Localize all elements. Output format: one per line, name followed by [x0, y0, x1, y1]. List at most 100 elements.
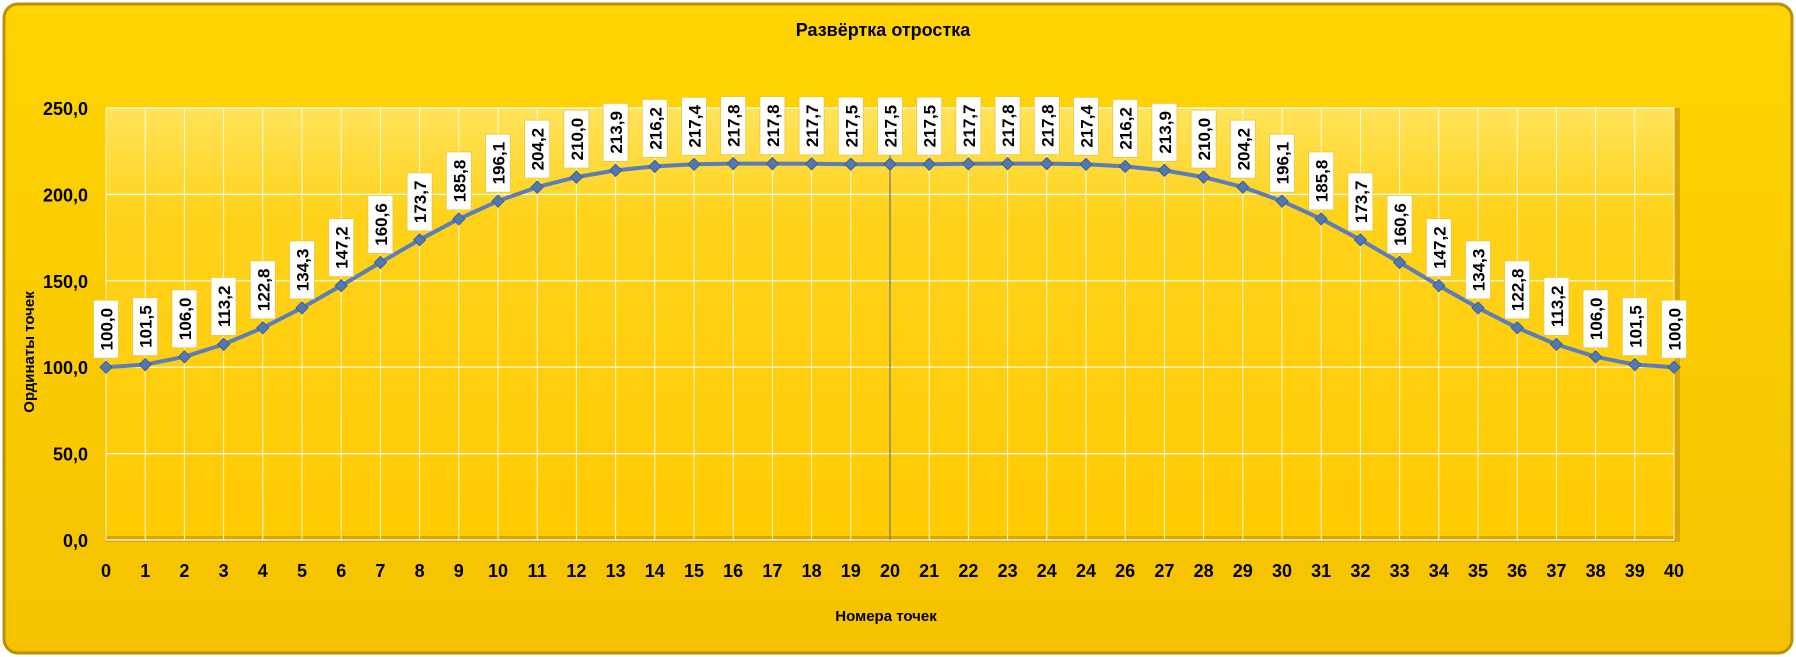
x-tick-label: 31: [1311, 561, 1331, 581]
data-label: 122,8: [1509, 269, 1528, 312]
x-tick-label: 10: [488, 561, 508, 581]
x-tick-label: 35: [1468, 561, 1488, 581]
data-label: 134,3: [1470, 249, 1489, 292]
data-label: 217,8: [1038, 104, 1057, 147]
data-label-box: [1033, 96, 1060, 156]
data-point-marker: [452, 212, 466, 226]
data-point-marker: [491, 194, 505, 208]
data-point-marker: [1353, 233, 1368, 247]
x-tick-label: 28: [1194, 561, 1214, 581]
x-tick-label: 11: [528, 561, 547, 581]
data-label-box: [1425, 218, 1452, 278]
y-tick-label: 150,0: [43, 272, 88, 292]
data-label-box: [1504, 260, 1531, 320]
data-label: 173,7: [411, 181, 430, 224]
x-tick-label: 17: [762, 561, 782, 581]
x-tick-label: 2: [179, 561, 189, 581]
data-point-marker: [1392, 255, 1407, 270]
data-point-marker: [530, 180, 544, 194]
data-label: 210,0: [1195, 118, 1214, 161]
x-tick-label: 30: [1272, 561, 1292, 581]
data-label: 196,1: [490, 142, 509, 185]
data-point-marker: [1079, 157, 1093, 172]
data-label-box: [210, 276, 237, 336]
x-tick-label: 23: [998, 561, 1018, 581]
data-label-box: [563, 109, 590, 169]
y-tick-label: 250,0: [43, 99, 88, 119]
data-label: 106,0: [176, 298, 195, 341]
data-point-marker: [1549, 337, 1564, 352]
x-axis-title: Номера точек: [835, 608, 937, 625]
data-label-box: [445, 151, 472, 211]
data-label-box: [132, 297, 159, 357]
data-point-marker: [569, 170, 584, 184]
x-tick-label: 21: [919, 561, 939, 581]
data-point-marker: [804, 157, 819, 171]
x-tick-label: 13: [606, 561, 626, 581]
x-tick-label: 0: [101, 561, 111, 581]
data-point-marker: [844, 157, 858, 171]
data-label: 100,0: [98, 308, 117, 351]
data-label-box: [877, 96, 903, 156]
data-point-marker: [1275, 194, 1289, 208]
data-label-box: [1582, 289, 1609, 349]
data-point-marker: [1118, 159, 1132, 174]
x-tick-label: 19: [841, 561, 861, 581]
data-label-box: [837, 96, 864, 156]
data-label-box: [328, 218, 355, 278]
data-label: 217,7: [803, 105, 822, 148]
data-label: 216,2: [1117, 107, 1136, 150]
data-point-marker: [216, 337, 231, 352]
data-point-marker: [1471, 301, 1485, 315]
data-label-box: [1073, 96, 1099, 156]
data-point-marker: [1040, 156, 1054, 171]
x-tick-label: 32: [1350, 561, 1370, 581]
data-point-marker: [922, 157, 936, 171]
data-label-box: [406, 172, 433, 232]
data-label-box: [289, 240, 315, 300]
y-tick-label: 200,0: [43, 185, 88, 205]
data-point-marker: [1314, 212, 1328, 226]
x-tick-label: 6: [336, 561, 346, 581]
data-point-marker: [1236, 180, 1250, 194]
x-tick-label: 9: [454, 561, 464, 581]
data-point-marker: [1000, 156, 1015, 171]
data-point-marker: [99, 360, 113, 374]
data-label: 173,7: [1352, 181, 1371, 224]
x-tick-label: 39: [1625, 561, 1645, 581]
data-point-marker: [687, 157, 701, 172]
data-point-marker: [334, 278, 348, 293]
x-tick-label: 16: [723, 561, 743, 581]
x-tick-label: 27: [1154, 561, 1174, 581]
data-label-box: [485, 133, 511, 193]
data-label: 217,4: [686, 105, 705, 148]
data-point-marker: [1667, 360, 1681, 374]
data-label-box: [1151, 102, 1178, 162]
data-label-box: [171, 289, 198, 349]
data-point-marker: [1432, 278, 1446, 293]
data-label-box: [720, 96, 747, 156]
x-tick-label: 18: [802, 561, 822, 581]
data-label: 101,5: [137, 305, 156, 348]
data-label-box: [641, 99, 668, 158]
data-label: 100,0: [1666, 308, 1685, 351]
data-label: 204,2: [1234, 128, 1253, 171]
data-label: 160,6: [1391, 203, 1410, 246]
x-tick-label: 29: [1233, 561, 1253, 581]
data-point-marker: [1157, 163, 1172, 178]
data-label-box: [798, 96, 825, 156]
data-label-box: [916, 96, 943, 156]
x-tick-label: 5: [297, 561, 307, 581]
data-point-marker: [412, 233, 427, 247]
data-label: 217,7: [960, 105, 979, 148]
data-point-marker: [177, 350, 192, 364]
x-tick-label: 26: [1115, 561, 1135, 581]
x-tick-label: 36: [1507, 561, 1527, 581]
data-label: 217,8: [725, 104, 744, 147]
x-tick-label: 1: [140, 561, 150, 581]
data-point-marker: [1196, 170, 1211, 184]
x-tick-label: 12: [566, 561, 586, 581]
data-label-box: [1621, 297, 1648, 357]
x-tick-label: 24: [1076, 561, 1096, 581]
